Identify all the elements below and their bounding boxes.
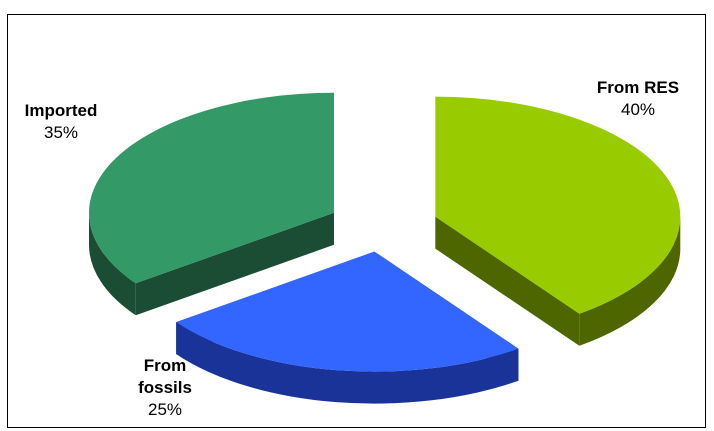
pie-slice-from-res — [435, 96, 681, 314]
slice-label-name: From fossils — [138, 356, 192, 397]
pie-slice-from-fossils — [176, 251, 519, 372]
slice-label-percent: 40% — [620, 100, 656, 119]
slice-label-from-fossils: From fossils 25% — [125, 355, 205, 421]
pie-slice-imported — [88, 92, 334, 284]
pie-slice-side-from-res-1 — [435, 216, 580, 346]
pie-slice-rim-from-res-0 — [579, 216, 681, 346]
pie-slice-rim-imported-0 — [88, 212, 136, 316]
slice-label-name: Imported — [24, 101, 98, 120]
pie-chart — [88, 92, 681, 404]
slice-label-name: From RES — [596, 78, 680, 97]
slice-label-percent: 25% — [147, 400, 183, 419]
chart-area: From RES 40% From fossils 25% Imported 3… — [7, 14, 706, 428]
pie-slice-rim-from-fossils-0 — [176, 322, 519, 404]
slice-label-from-res: From RES 40% — [583, 77, 693, 121]
pie-slice-side-imported-0 — [135, 212, 334, 316]
slice-label-imported: Imported 35% — [11, 100, 111, 144]
slice-label-percent: 35% — [43, 123, 79, 142]
